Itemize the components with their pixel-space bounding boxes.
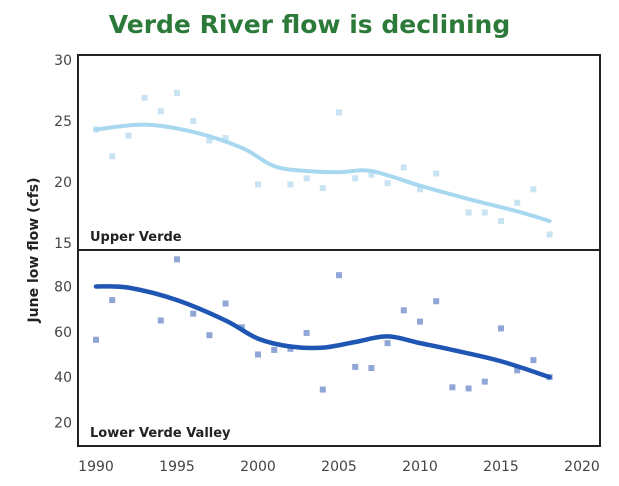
data-point: [303, 329, 310, 336]
data-point: [109, 153, 116, 160]
data-point: [157, 317, 164, 324]
x-tick-label: 1995: [159, 459, 195, 475]
data-point: [449, 384, 456, 391]
trend-line: [94, 122, 552, 224]
data-point: [222, 300, 229, 307]
data-point: [93, 336, 99, 343]
y-tick-label: 80: [54, 280, 72, 296]
data-point: [336, 109, 342, 116]
data-point: [481, 209, 488, 216]
data-point: [206, 332, 213, 339]
data-point: [174, 256, 180, 263]
data-point: [384, 180, 391, 187]
data-point: [530, 357, 537, 364]
x-tick-label: 2005: [321, 459, 357, 475]
data-point: [465, 209, 472, 216]
data-point: [384, 340, 391, 347]
data-point: [481, 378, 488, 385]
data-point: [287, 181, 294, 188]
data-point: [514, 367, 521, 374]
trend-line: [93, 284, 552, 380]
y-tick-label: 15: [54, 236, 72, 252]
data-point: [352, 175, 359, 182]
data-point: [190, 118, 197, 124]
data-point: [368, 365, 375, 372]
data-point: [109, 297, 116, 304]
data-point: [125, 132, 132, 139]
y-tick-label: 25: [54, 114, 72, 130]
x-tick-label: 2015: [483, 459, 519, 475]
data-point: [400, 307, 407, 314]
data-point: [417, 186, 423, 193]
data-point: [222, 135, 229, 142]
data-point: [498, 218, 504, 225]
data-point: [206, 137, 213, 144]
panel-label: Upper Verde: [90, 230, 182, 245]
data-point: [319, 185, 326, 192]
y-tick-label: 60: [54, 325, 72, 341]
x-tick-label: 2000: [240, 459, 276, 475]
y-tick-label: 40: [54, 370, 72, 386]
data-point: [255, 181, 261, 188]
data-point: [271, 346, 278, 353]
x-tick-label: 1990: [78, 459, 114, 475]
panel-label: Lower Verde Valley: [90, 426, 231, 441]
data-point: [433, 170, 440, 177]
data-point: [400, 164, 407, 171]
y-tick-label: 20: [54, 415, 72, 431]
x-tick-label: 2010: [402, 459, 438, 475]
data-point: [546, 231, 553, 238]
y-axis-label: June low flow (cfs): [26, 177, 42, 323]
data-point: [465, 385, 472, 392]
data-point: [190, 310, 197, 317]
panel-frame: [77, 249, 601, 447]
data-point: [303, 175, 310, 182]
data-point: [433, 298, 440, 305]
data-point: [368, 171, 375, 178]
chart-title: Verde River flow is declining: [108, 10, 511, 39]
y-tick-label: 30: [54, 53, 72, 69]
data-point: [498, 325, 504, 332]
y-tick-label: 20: [54, 175, 72, 191]
data-point: [319, 386, 326, 393]
data-point: [174, 89, 180, 96]
data-point: [352, 363, 359, 370]
x-tick-label: 2020: [564, 459, 600, 475]
data-point: [530, 186, 537, 193]
data-point: [255, 351, 261, 358]
data-point: [141, 94, 148, 101]
data-point: [514, 199, 521, 206]
data-point: [336, 272, 342, 279]
data-point: [157, 108, 164, 115]
data-point: [417, 318, 423, 325]
panel-frame: [77, 54, 601, 251]
